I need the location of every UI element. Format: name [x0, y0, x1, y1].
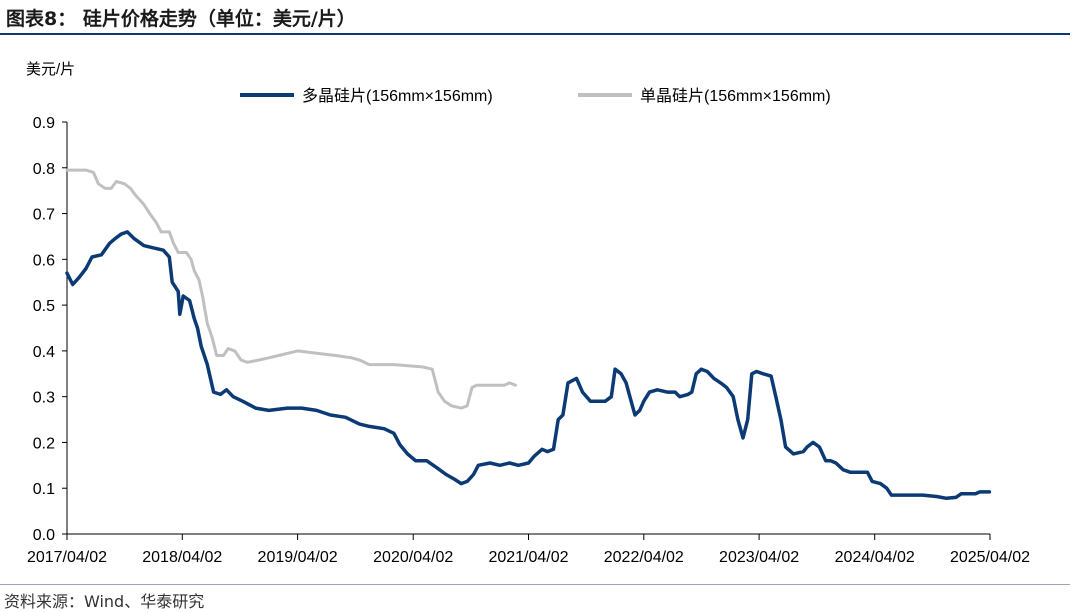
legend: 多晶硅片(156mm×156mm) 单晶硅片(156mm×156mm): [240, 87, 831, 105]
y-tick-label: 0.4: [33, 344, 55, 361]
x-tick-label: 2022/04/02: [604, 549, 684, 566]
x-ticks: 2017/04/02 2018/04/02 2019/04/02 2020/04/02…: [27, 534, 1030, 566]
x-tick-label: 2021/04/02: [488, 549, 568, 566]
x-tick-label: 2024/04/02: [835, 549, 915, 566]
y-ticks: 0.0 0.1 0.2 0.3 0.4 0.5 0.6 0.7 0.8 0.9: [33, 115, 67, 544]
y-tick-label: 0.7: [33, 207, 55, 224]
x-tick-label: 2018/04/02: [142, 549, 222, 566]
y-tick-label: 0.1: [33, 481, 55, 498]
legend-label-series-2: 单晶硅片(156mm×156mm): [640, 87, 831, 105]
x-tick-label: 2017/04/02: [27, 549, 107, 566]
y-tick-label: 0.5: [33, 298, 55, 315]
y-axis-label: 美元/片: [26, 61, 75, 78]
x-tick-label: 2023/04/02: [719, 549, 799, 566]
page-title: 图表8： 硅片价格走势（单位：美元/片）: [6, 8, 356, 30]
legend-label-series-1: 多晶硅片(156mm×156mm): [302, 87, 493, 105]
y-tick-label: 0.0: [33, 527, 55, 544]
chart: 美元/片 多晶硅片(156mm×156mm) 单晶硅片(156mm×156mm)…: [26, 61, 1030, 566]
y-tick-label: 0.8: [33, 161, 55, 178]
y-tick-label: 0.2: [33, 435, 55, 452]
x-tick-label: 2019/04/02: [258, 549, 338, 566]
y-tick-label: 0.3: [33, 390, 55, 407]
x-tick-label: 2025/04/02: [950, 549, 1030, 566]
series-line-1: [65, 230, 992, 501]
y-tick-label: 0.9: [33, 115, 55, 132]
series-line-2: [65, 168, 517, 410]
y-tick-label: 0.6: [33, 252, 55, 269]
footer-divider: [0, 584, 1070, 585]
source-note: 资料来源：Wind、华泰研究: [4, 592, 205, 611]
x-tick-label: 2020/04/02: [373, 549, 453, 566]
series-lines: [65, 168, 992, 501]
title-divider: [0, 33, 1070, 35]
